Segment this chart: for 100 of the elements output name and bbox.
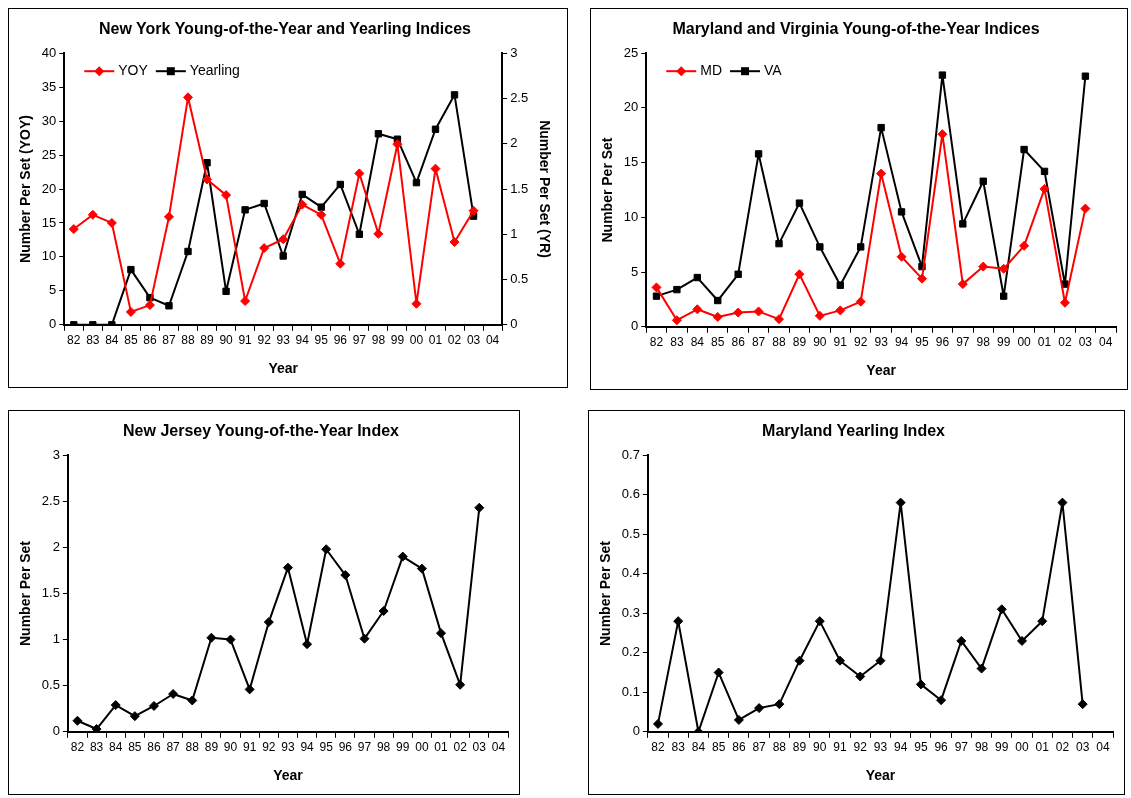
x-tick-label: 83 <box>670 335 684 350</box>
y-tick-label: 0.3 <box>621 604 640 620</box>
x-axis-title: Year <box>273 767 304 784</box>
x-tick-label: 90 <box>813 740 827 755</box>
x-tick-label: 03 <box>1078 335 1093 350</box>
y-axis-title: Number Per Set (YOY) <box>17 115 34 263</box>
y2-tick-label: 1 <box>510 225 518 241</box>
y-tick-label: 1.5 <box>41 585 60 601</box>
x-tick-label: 92 <box>854 335 868 350</box>
y-tick-label: 25 <box>41 146 57 162</box>
x-tick-label: 95 <box>314 333 329 348</box>
x-tick-label: 92 <box>257 333 272 348</box>
y-tick-label: 0.2 <box>621 644 640 660</box>
legend-label: Yearling <box>189 62 240 79</box>
x-tick-label: 01 <box>1037 335 1052 350</box>
x-tick-label: 99 <box>390 333 405 348</box>
legend-label: MD <box>700 62 723 79</box>
x-tick-label: 83 <box>86 333 100 348</box>
y-tick-label: 5 <box>49 282 57 298</box>
y-axis-title: Number Per Set <box>599 137 616 243</box>
x-tick-label: 88 <box>181 333 195 348</box>
x-tick-label: 98 <box>371 333 386 348</box>
x-tick-label: 83 <box>671 740 686 755</box>
y2-tick-label: 2 <box>510 135 518 151</box>
chart-title: Maryland Yearling Index <box>762 422 946 440</box>
y-tick-label: 20 <box>41 180 57 196</box>
x-tick-label: 00 <box>415 740 429 755</box>
y-tick-label: 2.5 <box>41 492 60 508</box>
x-tick-label: 82 <box>70 740 85 755</box>
y-tick-label: 15 <box>41 214 57 230</box>
x-tick-label: 84 <box>690 335 705 350</box>
x-tick-label: 82 <box>649 335 664 350</box>
x-tick-label: 98 <box>976 335 991 350</box>
x-tick-label: 93 <box>873 740 888 755</box>
chart-title: New York Young-of-the-Year and Yearling Indices <box>99 20 472 38</box>
y-tick-label: 3 <box>52 446 60 462</box>
x-tick-label: 85 <box>711 740 726 755</box>
x-tick-label: 88 <box>772 740 787 755</box>
y-tick-label: 0.4 <box>621 565 640 581</box>
x-tick-label: 93 <box>874 335 889 350</box>
y-tick-label: 0 <box>49 316 57 332</box>
x-tick-label: 02 <box>447 333 462 348</box>
x-tick-label: 94 <box>300 740 315 755</box>
y-tick-label: 0.5 <box>621 525 640 541</box>
x-tick-label: 85 <box>711 335 725 350</box>
y-tick-label: 10 <box>623 208 639 224</box>
y2-tick-label: 1.5 <box>510 180 529 196</box>
x-tick-label: 97 <box>954 740 969 755</box>
x-tick-label: 03 <box>466 333 481 348</box>
y-axis-title: Number Per Set <box>17 540 34 647</box>
x-tick-label: 82 <box>67 333 81 348</box>
y-tick-label: 2 <box>52 538 60 554</box>
x-tick-label: 90 <box>219 333 234 348</box>
x-tick-label: 02 <box>1058 335 1072 350</box>
x-tick-label: 82 <box>651 740 665 755</box>
y-tick-label: 0 <box>632 723 640 739</box>
y-tick-label: 0.7 <box>621 446 640 462</box>
x-tick-label: 94 <box>295 333 310 348</box>
x-tick-label: 04 <box>485 333 500 348</box>
x-tick-label: 01 <box>434 740 449 755</box>
x-tick-label: 95 <box>319 740 334 755</box>
x-tick-label: 99 <box>996 335 1011 350</box>
x-tick-label: 84 <box>691 740 706 755</box>
x-tick-label: 89 <box>792 740 807 755</box>
y-tick-label: 15 <box>623 154 639 170</box>
x-tick-label: 98 <box>376 740 391 755</box>
x-tick-label: 94 <box>893 740 908 755</box>
x-tick-label: 89 <box>792 335 807 350</box>
y-tick-label: 0.6 <box>621 486 640 502</box>
x-tick-label: 93 <box>276 333 291 348</box>
y2-tick-label: 0.5 <box>510 271 529 287</box>
x-tick-label: 89 <box>204 740 219 755</box>
x-tick-label: 04 <box>1096 740 1110 755</box>
x-tick-label: 00 <box>1017 335 1032 350</box>
chart-title: Maryland and Virginia Young-of-the-Year Indices <box>672 20 1040 38</box>
legend-label: VA <box>764 62 783 79</box>
y-tick-label: 35 <box>41 78 57 94</box>
x-tick-label: 84 <box>105 333 119 348</box>
x-tick-label: 96 <box>934 740 949 755</box>
x-tick-label: 88 <box>185 740 200 755</box>
x-tick-label: 86 <box>732 740 746 755</box>
y-tick-label: 30 <box>41 112 57 128</box>
x-axis-title: Year <box>865 767 896 784</box>
x-tick-label: 92 <box>262 740 276 755</box>
x-tick-label: 02 <box>1055 740 1070 755</box>
x-tick-label: 92 <box>853 740 868 755</box>
y2-tick-label: 0 <box>510 316 518 332</box>
x-tick-label: 89 <box>200 333 215 348</box>
x-tick-label: 85 <box>128 740 142 755</box>
y-tick-label: 10 <box>41 248 57 264</box>
y-tick-label: 1 <box>52 631 60 647</box>
y-tick-label: 0 <box>631 318 639 334</box>
y-tick-label: 5 <box>631 263 639 279</box>
x-tick-label: 02 <box>453 740 468 755</box>
x-axis-title: Year <box>268 360 299 377</box>
x-tick-label: 87 <box>166 740 181 755</box>
x-tick-label: 03 <box>1075 740 1090 755</box>
x-tick-label: 87 <box>751 335 766 350</box>
y-tick-label: 40 <box>41 44 57 60</box>
y-axis-title: Number Per Set <box>597 540 614 647</box>
